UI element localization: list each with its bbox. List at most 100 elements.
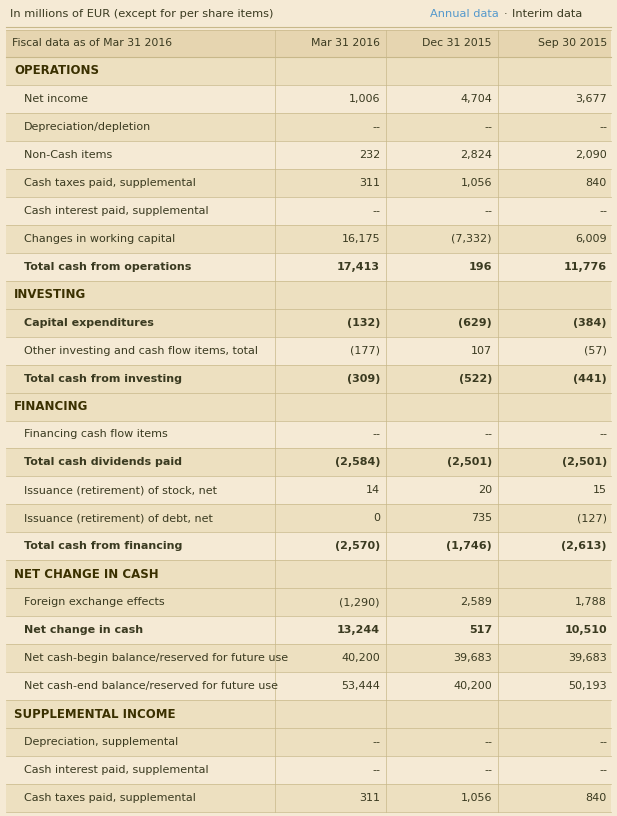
Text: 311: 311 bbox=[359, 793, 380, 803]
Text: --: -- bbox=[599, 122, 607, 132]
Bar bbox=[6, 57, 611, 85]
Text: --: -- bbox=[484, 206, 492, 215]
Bar bbox=[6, 644, 611, 672]
Text: (522): (522) bbox=[458, 374, 492, 384]
Text: (309): (309) bbox=[347, 374, 380, 384]
Bar bbox=[6, 616, 611, 644]
Bar bbox=[6, 197, 611, 224]
Text: --: -- bbox=[484, 429, 492, 440]
Bar bbox=[6, 561, 611, 588]
Text: --: -- bbox=[372, 429, 380, 440]
Bar bbox=[6, 169, 611, 197]
Text: Total cash dividends paid: Total cash dividends paid bbox=[24, 458, 182, 468]
Text: (132): (132) bbox=[347, 317, 380, 328]
Text: Total cash from operations: Total cash from operations bbox=[24, 262, 191, 272]
Text: 15: 15 bbox=[593, 486, 607, 495]
Text: Other investing and cash flow items, total: Other investing and cash flow items, tot… bbox=[24, 346, 258, 356]
Text: 6,009: 6,009 bbox=[576, 233, 607, 244]
Text: (2,584): (2,584) bbox=[334, 458, 380, 468]
Text: --: -- bbox=[372, 122, 380, 132]
Text: (177): (177) bbox=[350, 346, 380, 356]
Text: 196: 196 bbox=[468, 262, 492, 272]
Text: (2,501): (2,501) bbox=[561, 458, 607, 468]
Bar bbox=[6, 420, 611, 449]
Text: --: -- bbox=[372, 765, 380, 775]
Text: 20: 20 bbox=[478, 486, 492, 495]
Text: Annual data: Annual data bbox=[430, 9, 499, 19]
Text: Issuance (retirement) of stock, net: Issuance (retirement) of stock, net bbox=[24, 486, 217, 495]
Text: 1,788: 1,788 bbox=[575, 597, 607, 607]
Text: 3,677: 3,677 bbox=[575, 94, 607, 104]
Text: --: -- bbox=[372, 206, 380, 215]
Text: 40,200: 40,200 bbox=[341, 653, 380, 663]
Text: 311: 311 bbox=[359, 178, 380, 188]
Bar bbox=[6, 784, 611, 812]
Bar bbox=[6, 588, 611, 616]
Text: In millions of EUR (except for per share items): In millions of EUR (except for per share… bbox=[10, 9, 273, 19]
Bar bbox=[6, 113, 611, 141]
Text: 2,824: 2,824 bbox=[460, 150, 492, 160]
Text: --: -- bbox=[599, 765, 607, 775]
Text: 735: 735 bbox=[471, 513, 492, 523]
Bar bbox=[6, 337, 611, 365]
Bar bbox=[6, 756, 611, 784]
Text: 0: 0 bbox=[373, 513, 380, 523]
Text: --: -- bbox=[599, 429, 607, 440]
Text: Net income: Net income bbox=[24, 94, 88, 104]
Text: 840: 840 bbox=[586, 178, 607, 188]
Text: Depreciation, supplemental: Depreciation, supplemental bbox=[24, 737, 178, 747]
Text: (384): (384) bbox=[573, 317, 607, 328]
Text: (2,613): (2,613) bbox=[561, 541, 607, 552]
Bar bbox=[6, 504, 611, 532]
Text: Interim data: Interim data bbox=[512, 9, 582, 19]
Text: 16,175: 16,175 bbox=[341, 233, 380, 244]
Bar bbox=[6, 253, 611, 281]
Text: 1,056: 1,056 bbox=[460, 178, 492, 188]
Text: 13,244: 13,244 bbox=[337, 625, 380, 635]
Text: (2,570): (2,570) bbox=[335, 541, 380, 552]
Text: 39,683: 39,683 bbox=[568, 653, 607, 663]
Text: 1,056: 1,056 bbox=[460, 793, 492, 803]
Text: 53,444: 53,444 bbox=[341, 681, 380, 691]
Text: Dec 31 2015: Dec 31 2015 bbox=[423, 38, 492, 48]
Text: 50,193: 50,193 bbox=[568, 681, 607, 691]
Text: --: -- bbox=[599, 206, 607, 215]
Text: ·: · bbox=[504, 9, 508, 19]
Text: Sep 30 2015: Sep 30 2015 bbox=[538, 38, 607, 48]
Text: Issuance (retirement) of debt, net: Issuance (retirement) of debt, net bbox=[24, 513, 213, 523]
Text: 17,413: 17,413 bbox=[337, 262, 380, 272]
Text: 11,776: 11,776 bbox=[564, 262, 607, 272]
Text: Total cash from investing: Total cash from investing bbox=[24, 374, 182, 384]
Bar bbox=[6, 224, 611, 253]
Text: (127): (127) bbox=[577, 513, 607, 523]
Text: FINANCING: FINANCING bbox=[14, 400, 88, 413]
Text: 840: 840 bbox=[586, 793, 607, 803]
Text: 14: 14 bbox=[366, 486, 380, 495]
Bar bbox=[6, 477, 611, 504]
Bar bbox=[6, 141, 611, 169]
Text: 2,589: 2,589 bbox=[460, 597, 492, 607]
Text: (57): (57) bbox=[584, 346, 607, 356]
Text: Cash interest paid, supplemental: Cash interest paid, supplemental bbox=[24, 765, 209, 775]
Text: --: -- bbox=[484, 122, 492, 132]
Text: Net cash-end balance/reserved for future use: Net cash-end balance/reserved for future… bbox=[24, 681, 278, 691]
Text: INVESTING: INVESTING bbox=[14, 288, 86, 301]
Text: Net change in cash: Net change in cash bbox=[24, 625, 143, 635]
Text: OPERATIONS: OPERATIONS bbox=[14, 64, 99, 78]
Text: Net cash-begin balance/reserved for future use: Net cash-begin balance/reserved for futu… bbox=[24, 653, 288, 663]
Text: --: -- bbox=[599, 737, 607, 747]
Bar bbox=[6, 30, 611, 57]
Bar bbox=[6, 700, 611, 728]
Text: 39,683: 39,683 bbox=[453, 653, 492, 663]
Bar bbox=[6, 365, 611, 392]
Text: Foreign exchange effects: Foreign exchange effects bbox=[24, 597, 165, 607]
Text: 4,704: 4,704 bbox=[460, 94, 492, 104]
Text: SUPPLEMENTAL INCOME: SUPPLEMENTAL INCOME bbox=[14, 707, 175, 721]
Bar bbox=[6, 85, 611, 113]
Text: --: -- bbox=[484, 737, 492, 747]
Text: Total cash from financing: Total cash from financing bbox=[24, 541, 183, 552]
Text: NET CHANGE IN CASH: NET CHANGE IN CASH bbox=[14, 568, 159, 581]
Text: 2,090: 2,090 bbox=[575, 150, 607, 160]
Bar bbox=[6, 532, 611, 561]
Text: Cash interest paid, supplemental: Cash interest paid, supplemental bbox=[24, 206, 209, 215]
